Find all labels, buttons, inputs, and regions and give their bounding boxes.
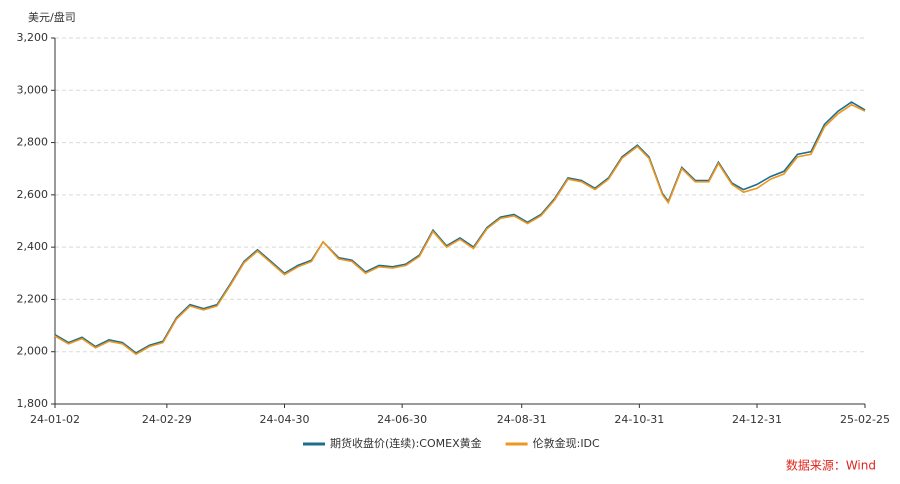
x-tick-label: 24-06-30 [377,413,427,426]
x-tick-label: 24-04-30 [260,413,310,426]
x-tick-label: 25-02-25 [840,413,890,426]
y-tick-label: 2,200 [17,292,49,305]
series-line [54,103,866,356]
x-tick-label: 24-12-31 [732,413,782,426]
y-tick-label: 2,400 [17,240,49,253]
x-tick-label: 24-01-02 [30,413,80,426]
y-tick-label: 2,000 [17,345,49,358]
y-tick-label: 2,800 [17,136,49,149]
x-tick-label: 24-10-31 [614,413,664,426]
legend-label: 伦敦金现:IDC [533,436,600,450]
y-tick-label: 1,800 [17,397,49,410]
y-tick-label: 3,200 [17,31,49,44]
y-tick-label: 2,600 [17,188,49,201]
y-axis-label: 美元/盘司 [28,10,76,24]
x-tick-label: 24-02-29 [142,413,192,426]
x-tick-label: 24-08-31 [497,413,547,426]
y-tick-label: 3,000 [17,83,49,96]
legend-label: 期货收盘价(连续):COMEX黄金 [330,436,482,450]
series-line [54,101,866,354]
source-note: 数据来源：Wind [786,458,876,473]
